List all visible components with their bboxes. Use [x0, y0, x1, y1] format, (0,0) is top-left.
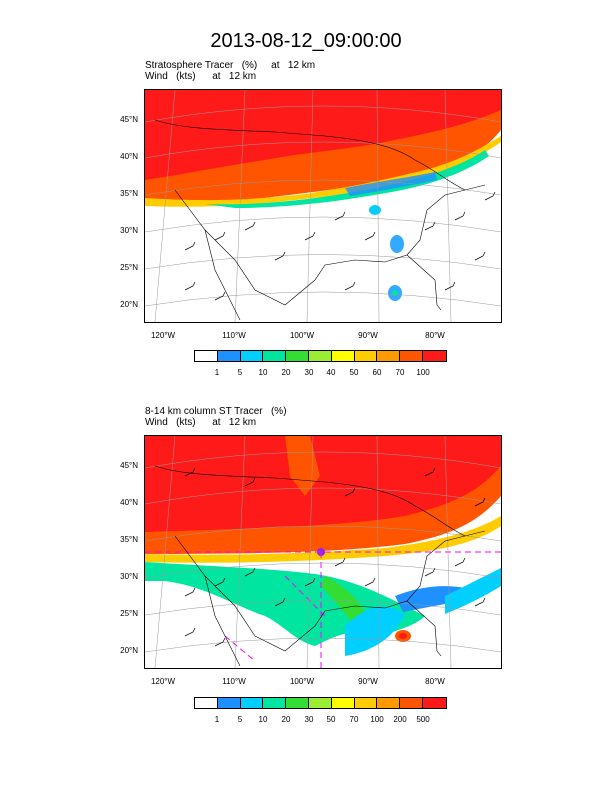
magenta-dashed-lines: [145, 551, 501, 668]
panel1-colorbar-label: 30: [304, 368, 314, 377]
tracer-max-region: [145, 90, 501, 180]
panel2-colorbar-swatch: [240, 698, 264, 708]
panel2-colorbar-label: 500: [416, 715, 430, 724]
panel1-colorbar-label: 60: [372, 368, 382, 377]
panel1-lon-label-100: 100°W: [289, 331, 315, 340]
panel2-colorbar-label: 20: [281, 715, 291, 724]
panel1-subtitle-line1: Stratosphere Tracer (%) at 12 km: [145, 60, 316, 71]
panel2-colorbar-swatch: [263, 698, 287, 708]
panel2-map-canvas: [145, 436, 501, 668]
panel2-colorbar-label: 200: [393, 715, 407, 724]
panel1-colorbar-label: 5: [237, 368, 243, 377]
panel2-colorbar-swatch: [217, 698, 241, 708]
panel1-lat-label-45: 45°N: [120, 115, 138, 124]
lat-lon-grid: [145, 436, 501, 668]
panel1-colorbar-swatch: [195, 351, 218, 361]
panel2-lat-label-30: 30°N: [120, 572, 138, 581]
panel1-colorbar-swatch: [308, 351, 332, 361]
panel2-lat-label-35: 35°N: [120, 535, 138, 544]
panel1-colorbar-swatch: [331, 351, 355, 361]
panel2-colorbar-label: 70: [349, 715, 359, 724]
panel1-map-canvas: [145, 90, 501, 322]
panel1-colorbar-swatch: [240, 351, 264, 361]
wind-barbs: [184, 191, 496, 301]
tracer-cyan-region: [345, 606, 405, 656]
panel1-lon-label-110: 110°W: [222, 331, 246, 340]
tracer-blob-3: [369, 205, 381, 215]
panel1-colorbar-label: 40: [326, 368, 336, 377]
tracer-hotspot-core: [399, 633, 407, 639]
panel2-colorbar-label: 100: [370, 715, 384, 724]
panel1-lat-label-40: 40°N: [120, 152, 138, 161]
panel1-colorbar-label: 100: [416, 368, 430, 377]
panel2-lat-label-40: 40°N: [120, 498, 138, 507]
panel1-colorbar-label: 20: [281, 368, 291, 377]
panel2-lon-label-100: 100°W: [289, 677, 315, 686]
panel1-colorbar-label: 70: [395, 368, 405, 377]
panel1-lon-label-90: 90°W: [358, 331, 378, 340]
tracer-east-band: [445, 568, 501, 614]
panel2-colorbar-swatch: [422, 698, 446, 708]
panel1-colorbar-swatch: [286, 351, 309, 361]
panel2-lon-label-110: 110°W: [222, 677, 246, 686]
panel2-colorbar-label: 1: [214, 715, 220, 724]
panel2-subtitle-line2: Wind (kts) at 12 km: [145, 417, 257, 428]
panel2-colorbar-label: 5: [237, 715, 243, 724]
panel2-lat-label-45: 45°N: [120, 461, 138, 470]
panel2-colorbar-swatch: [354, 698, 378, 708]
panel1-subtitle-line2: Wind (kts) at 12 km: [145, 71, 257, 82]
panel2-lon-label-80: 80°W: [425, 677, 445, 686]
panel2-lat-label-20: 20°N: [120, 646, 138, 655]
panel1-subtitle: Stratosphere Tracer (%) at 12 km Wind (k…: [145, 60, 315, 82]
tracer-blob-2-core: [392, 290, 398, 296]
panel2-colorbar-label: 10: [258, 715, 268, 724]
panel1-lat-label-25: 25°N: [120, 263, 138, 272]
tracer-mid-band: [145, 136, 501, 207]
tracer-mid-band: [145, 516, 501, 563]
panel1-colorbar-swatch: [217, 351, 241, 361]
lat-lon-grid: [145, 90, 501, 322]
panel1-colorbar-label: 1: [214, 368, 220, 377]
panel2-lon-label-90: 90°W: [358, 677, 378, 686]
panel1-lat-label-20: 20°N: [120, 300, 138, 309]
tracer-max-region: [145, 436, 501, 532]
coastlines: [154, 119, 486, 321]
panel2-colorbar-label: 50: [326, 715, 336, 724]
panel2-colorbar-swatch: [308, 698, 332, 708]
panel2-lat-label-25: 25°N: [120, 609, 138, 618]
tracer-blob-1: [390, 235, 404, 253]
panel1-colorbar-label: 50: [349, 368, 359, 377]
panel1-lat-label-30: 30°N: [120, 226, 138, 235]
panel2-map: [144, 435, 502, 669]
wind-barbs: [184, 467, 486, 647]
panel1-lat-label-35: 35°N: [120, 189, 138, 198]
panel2-colorbar-label: 30: [304, 715, 314, 724]
panel2-colorbar-swatch: [377, 698, 401, 708]
tracer-low-band-blue: [345, 172, 437, 196]
tracer-low-green: [321, 576, 367, 626]
panel1-colorbar-swatch: [263, 351, 287, 361]
panel1-colorbar-swatch: [422, 351, 446, 361]
panel1-colorbar: [194, 350, 447, 362]
panel2-colorbar-swatch: [195, 698, 218, 708]
coastlines: [154, 465, 486, 667]
panel1-colorbar-swatch: [377, 351, 401, 361]
panel1-colorbar-label: 10: [258, 368, 268, 377]
panel1-map: [144, 89, 502, 323]
panel2-colorbar-swatch: [286, 698, 309, 708]
panel1-colorbar-swatch: [354, 351, 378, 361]
panel2-lon-label-120: 120°W: [150, 677, 176, 686]
panel2-colorbar-swatch: [331, 698, 355, 708]
panel1-lon-label-120: 120°W: [150, 331, 176, 340]
panel2-colorbar-swatch: [400, 698, 423, 708]
panel2-subtitle: 8-14 km column ST Tracer (%) Wind (kts) …: [145, 406, 287, 428]
panel2-subtitle-line1: 8-14 km column ST Tracer (%): [145, 406, 287, 417]
figure-title: 2013-08-12_09:00:00: [210, 30, 402, 52]
panel2-colorbar: [194, 697, 447, 709]
panel1-lon-label-80: 80°W: [425, 331, 445, 340]
panel1-colorbar-swatch: [400, 351, 423, 361]
